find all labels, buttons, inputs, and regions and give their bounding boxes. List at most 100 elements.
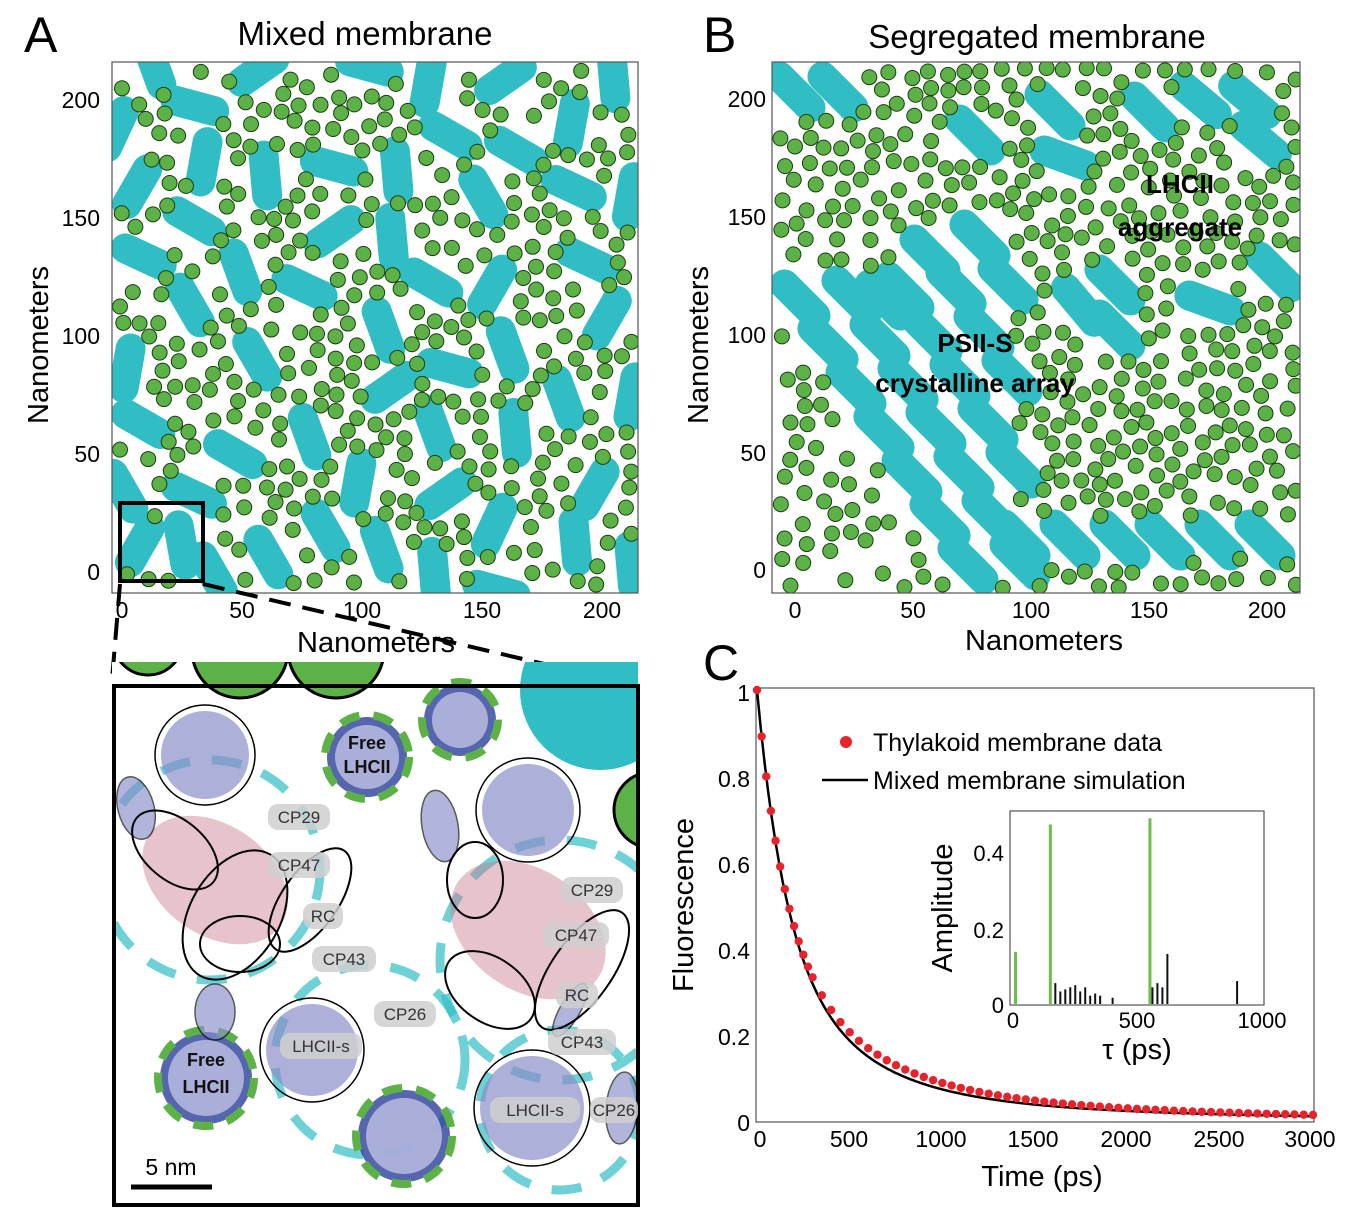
data-point xyxy=(845,1028,854,1037)
panel-c-letter: C xyxy=(703,635,739,691)
panel-c-xtick: 2000 xyxy=(1100,1126,1151,1152)
minor-antenna xyxy=(194,983,236,1041)
lhcii-complex xyxy=(1224,343,1241,360)
lhcii-complex xyxy=(323,66,340,83)
lhcii-complex xyxy=(1210,575,1227,592)
lhcii-complex xyxy=(1123,164,1140,181)
psii-supercomplex xyxy=(112,154,163,220)
lhcii-complex xyxy=(1207,424,1224,441)
lhcii-complex xyxy=(815,139,832,156)
lhcii-complex xyxy=(1087,219,1104,236)
lhcii-complex xyxy=(1041,364,1058,381)
lhcii-complex xyxy=(1054,62,1071,78)
label-lhcii-s: LHCII-s xyxy=(506,1101,564,1120)
psii-supercomplex xyxy=(335,62,404,87)
lhcii-complex xyxy=(170,353,187,370)
lhcii-complex xyxy=(468,343,485,360)
lhcii-s-trimer xyxy=(482,764,574,856)
lhcii-complex xyxy=(815,374,832,391)
lhcii-complex xyxy=(304,119,321,136)
lhcii-complex xyxy=(377,505,394,522)
data-point xyxy=(808,973,817,982)
lhcii-complex xyxy=(1044,435,1061,452)
psii-supercomplex xyxy=(772,62,826,123)
lhcii-complex xyxy=(553,80,570,97)
lhcii-complex xyxy=(1154,255,1171,272)
lhcii-complex xyxy=(504,173,521,190)
lhcii-complex xyxy=(1241,436,1258,453)
psii-supercomplex xyxy=(418,111,483,162)
lhcii-complex xyxy=(458,570,475,587)
lhcii-complex xyxy=(146,378,163,395)
lhcii-complex xyxy=(559,229,576,246)
lhcii-complex xyxy=(531,312,548,329)
lhcii-complex xyxy=(160,433,177,450)
lhcii-complex xyxy=(285,575,302,592)
lhcii-complex xyxy=(578,151,595,168)
lhcii-complex xyxy=(1246,337,1263,354)
lhcii-complex xyxy=(961,174,978,191)
lhcii-complex xyxy=(191,341,208,358)
data-point xyxy=(817,991,827,1000)
lhcii-complex xyxy=(1108,176,1125,193)
lhcii-complex xyxy=(456,156,473,173)
lhcii-complex xyxy=(1029,76,1046,93)
zoom-box xyxy=(118,501,205,583)
panel-a-x-ticks: 0 50 100 150 200 xyxy=(116,597,622,623)
lhcii-complex xyxy=(1283,119,1300,136)
lhcii-complex xyxy=(1163,393,1180,410)
lhcii-complex xyxy=(404,470,421,487)
lhcii-complex xyxy=(343,372,360,389)
lhcii-complex xyxy=(428,333,445,350)
lhcii-complex xyxy=(474,102,491,119)
lhcii-complex xyxy=(1035,481,1052,498)
lhcii-complex xyxy=(1140,179,1157,196)
lhcii-complex xyxy=(1227,213,1244,230)
lhcii-complex xyxy=(245,381,262,398)
data-point xyxy=(1179,1106,1188,1116)
lhcii-complex xyxy=(1041,186,1058,203)
lhcii-complex xyxy=(861,69,878,86)
lhcii-complex xyxy=(1228,571,1245,588)
lhcii-complex xyxy=(1175,239,1192,256)
lhcii-complex xyxy=(817,212,834,229)
lhcii-complex xyxy=(457,257,474,274)
lhcii-complex xyxy=(1123,132,1140,149)
lhcii-complex xyxy=(396,430,413,447)
lhcii-complex xyxy=(480,461,497,478)
lhcii-complex xyxy=(261,461,278,478)
panel-b-ytick: 0 xyxy=(753,557,766,583)
lhcii-complex xyxy=(1097,353,1114,370)
lhcii-complex xyxy=(1163,79,1180,96)
psii-supercomplex xyxy=(360,360,423,414)
lhcii-complex xyxy=(184,263,201,280)
lhcii-complex xyxy=(460,71,477,88)
data-point xyxy=(928,1075,938,1085)
psii-supercomplex xyxy=(412,394,457,463)
lhcii-complex xyxy=(619,224,636,241)
lhcii-complex xyxy=(785,246,802,263)
lhcii-complex xyxy=(1039,233,1056,250)
lhcii-complex xyxy=(772,130,789,147)
psii-supercomplex xyxy=(474,62,537,106)
lhcii-complex xyxy=(601,277,618,294)
lhcii-complex xyxy=(355,511,372,528)
psii-supercomplex xyxy=(1119,81,1181,143)
lhcii-complex xyxy=(1034,406,1051,423)
data-point xyxy=(1067,1100,1077,1109)
lhcii-complex xyxy=(972,63,989,80)
lhcii-complex xyxy=(1275,313,1292,330)
lhcii-complex xyxy=(1231,254,1248,271)
lhcii-complex xyxy=(1227,362,1244,379)
panel-c-x-ticks: 0 500 1000 1500 2000 2500 3000 xyxy=(754,1126,1336,1152)
lhcii-complex xyxy=(469,143,486,160)
lhcii-complex xyxy=(1194,261,1211,278)
lhcii-complex xyxy=(358,211,375,228)
lhcii-complex xyxy=(1013,151,1030,168)
lhcii-complex xyxy=(209,333,226,350)
lhcii-complex xyxy=(1132,438,1149,455)
lhcii-complex xyxy=(180,423,197,440)
lhcii-complex xyxy=(341,548,358,565)
panel-b-xtick: 100 xyxy=(1012,597,1050,623)
lhcii-complex xyxy=(331,89,348,106)
